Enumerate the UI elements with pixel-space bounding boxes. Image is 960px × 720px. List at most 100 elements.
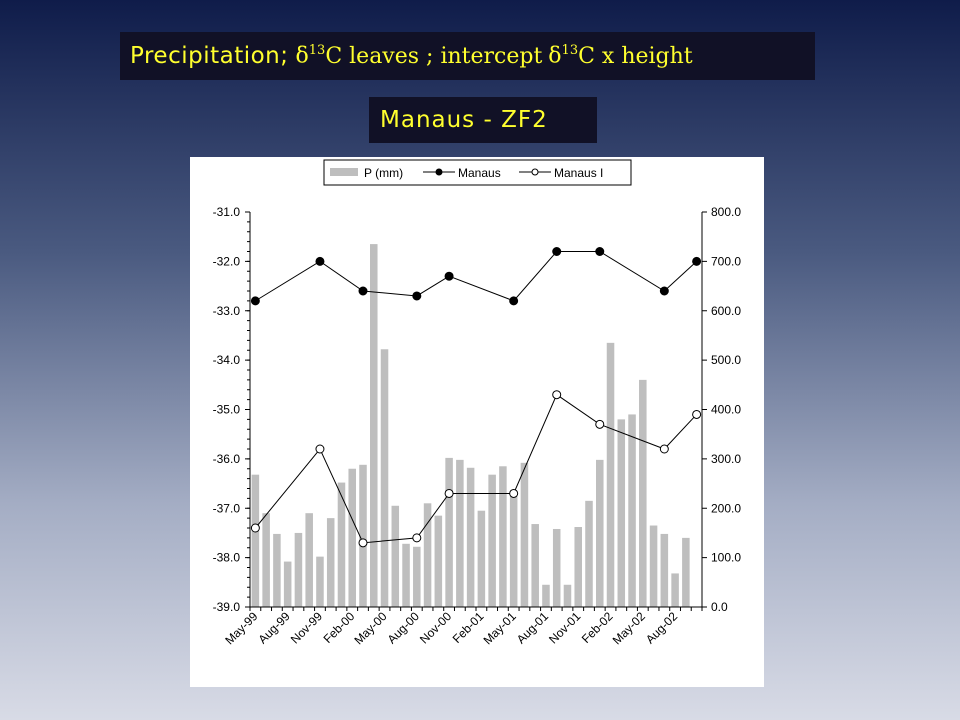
x-tick-label: Aug-00 (385, 609, 422, 646)
left-tick-label: -37.0 (213, 501, 241, 515)
right-tick-label: 100.0 (711, 551, 741, 565)
x-tick-label: May-02 (610, 609, 648, 647)
precip-bar (391, 505, 400, 607)
x-tick-label: Nov-01 (546, 609, 583, 646)
left-tick-label: -32.0 (213, 254, 241, 268)
right-tick-label: 300.0 (711, 452, 741, 466)
precip-bar (305, 513, 313, 607)
point-manaus (552, 247, 562, 256)
precip-bar (326, 518, 335, 607)
point-manaus-i (315, 444, 325, 454)
left-tick-label: -38.0 (213, 551, 241, 565)
right-tick-label: 600.0 (711, 304, 741, 318)
point-manaus (595, 247, 605, 256)
precip-bar (563, 584, 572, 607)
precip-bar (359, 464, 367, 607)
precip-bar (628, 414, 636, 607)
title-precipitation: Precipitation; (130, 43, 289, 69)
point-manaus-i (552, 390, 562, 400)
x-tick-label: Feb-02 (579, 609, 616, 646)
legend-box (323, 159, 632, 186)
x-tick-label: Aug-99 (256, 609, 293, 646)
point-manaus-i (358, 538, 368, 548)
chart: P (mm) Manaus Manaus I -31.0 -32.0 -33.0 -34.… (213, 159, 742, 647)
precip-bar (477, 510, 486, 607)
point-manaus-i (509, 488, 519, 498)
precip-bar (488, 474, 496, 607)
precip-bar (499, 466, 507, 607)
legend-swatch-precip (330, 168, 358, 176)
precip-bar (380, 349, 389, 607)
right-tick-label: 0.0 (711, 600, 728, 614)
x-tick-label: May-99 (222, 609, 260, 647)
x-tick-label: May-00 (351, 609, 389, 647)
point-manaus-i (250, 523, 260, 533)
title-delta-1: δ13 (295, 43, 326, 69)
chart-panel: P (mm) Manaus Manaus I -31.0 -32.0 -33.0 -34.… (190, 157, 764, 687)
precip-bar (273, 533, 281, 607)
point-manaus (315, 256, 325, 266)
point-manaus (444, 271, 454, 281)
precip-bar (445, 457, 453, 607)
x-tick-label: Nov-99 (288, 609, 325, 646)
series-lines (250, 247, 702, 548)
legend-marker-manaus (435, 168, 443, 176)
precip-bar (402, 543, 410, 607)
point-manaus (250, 296, 260, 306)
x-tick-label: Feb-01 (450, 609, 487, 646)
left-tick-label: -35.0 (213, 403, 241, 417)
precip-bar (348, 468, 357, 607)
point-manaus-i (692, 409, 702, 419)
left-tick-label: -34.0 (213, 353, 241, 367)
precip-bar (466, 467, 475, 607)
precip-bar (671, 573, 679, 607)
precip-bar (531, 524, 539, 607)
chart-axes: -31.0 -32.0 -33.0 -34.0 -35.0 -36.0 -37.0 -38.0… (213, 205, 742, 614)
precip-bar (283, 561, 292, 607)
series-line-manaus-i (254, 393, 697, 544)
left-tick-label: -36.0 (213, 452, 241, 466)
precip-bar (316, 556, 324, 607)
precip-bar (574, 527, 583, 607)
precip-bar (294, 532, 303, 607)
point-manaus-i (412, 533, 422, 543)
legend-label-precip: P (mm) (364, 166, 403, 180)
precip-bar (520, 462, 529, 607)
left-tick-label: -31.0 (213, 205, 241, 219)
precip-bar (649, 525, 658, 607)
left-tick-label: -39.0 (213, 600, 241, 614)
title-x-height: C x height (578, 43, 693, 69)
precip-bar (552, 528, 561, 607)
precip-bar (369, 244, 378, 607)
chart-legend: P (mm) Manaus Manaus I (323, 159, 632, 186)
legend-label-manaus: Manaus (458, 166, 501, 180)
x-tick-label: Aug-02 (643, 609, 680, 646)
title-delta-2: δ13 (548, 43, 579, 69)
precip-bar (456, 459, 464, 607)
precip-bar (262, 513, 270, 607)
legend-label-manaus-i: Manaus I (554, 166, 603, 180)
precip-bar (595, 459, 604, 607)
precip-bar (617, 419, 626, 607)
precip-bar (509, 495, 518, 607)
precip-bar (423, 503, 432, 607)
precip-bar (434, 515, 443, 607)
left-tick-label: -33.0 (213, 304, 241, 318)
slide-title: Precipitation; δ13 C leaves ; intercept … (120, 32, 815, 80)
x-tick-label: Feb-00 (321, 609, 358, 646)
point-manaus (358, 286, 368, 296)
x-tick-label: Aug-01 (514, 609, 551, 646)
precip-bar (682, 537, 690, 607)
precip-bar (585, 500, 593, 607)
precip-bar (639, 379, 647, 607)
right-tick-label: 400.0 (711, 403, 741, 417)
precip-bar (660, 533, 669, 607)
precip-bar (337, 482, 346, 607)
x-tick-label: May-01 (481, 609, 519, 647)
precipitation-bars (251, 244, 690, 607)
title-leaves-intercept: C leaves ; intercept (325, 43, 543, 69)
point-manaus (412, 291, 422, 301)
title-sup-1: 13 (308, 43, 326, 59)
precip-bar (251, 474, 260, 607)
